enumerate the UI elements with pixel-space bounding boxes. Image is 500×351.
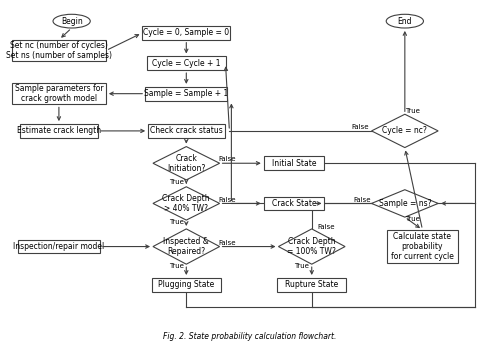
Text: Crack Depth
> 40% TW?: Crack Depth > 40% TW? xyxy=(162,194,210,213)
FancyBboxPatch shape xyxy=(147,57,226,70)
Text: Check crack status: Check crack status xyxy=(150,126,222,135)
FancyBboxPatch shape xyxy=(12,83,106,105)
Ellipse shape xyxy=(386,14,424,28)
Text: Begin: Begin xyxy=(61,16,82,26)
Polygon shape xyxy=(153,229,220,264)
Ellipse shape xyxy=(53,14,90,28)
Text: True: True xyxy=(169,179,184,185)
Text: Sample parameters for
crack growth model: Sample parameters for crack growth model xyxy=(14,84,103,104)
Polygon shape xyxy=(278,229,345,264)
FancyBboxPatch shape xyxy=(12,40,106,61)
Text: Estimate crack length: Estimate crack length xyxy=(17,126,101,135)
FancyBboxPatch shape xyxy=(142,26,231,40)
Text: End: End xyxy=(398,16,412,26)
Text: Inspected &
Repaired?: Inspected & Repaired? xyxy=(164,237,209,256)
FancyBboxPatch shape xyxy=(264,157,324,170)
Text: Crack Depth
= 100% TW?: Crack Depth = 100% TW? xyxy=(288,237,336,256)
Text: Cycle = 0, Sample = 0: Cycle = 0, Sample = 0 xyxy=(143,28,230,38)
Text: True: True xyxy=(405,108,420,114)
Text: Calculate state
probability
for current cycle: Calculate state probability for current … xyxy=(391,232,454,261)
Text: True: True xyxy=(405,216,420,222)
Text: True: True xyxy=(294,263,310,269)
Text: Crack State: Crack State xyxy=(272,199,316,208)
Text: True: True xyxy=(169,219,184,225)
Text: False: False xyxy=(218,156,236,162)
FancyBboxPatch shape xyxy=(152,278,220,292)
Text: False: False xyxy=(318,224,335,230)
Text: Initial State: Initial State xyxy=(272,159,316,168)
Text: False: False xyxy=(353,197,370,203)
Polygon shape xyxy=(153,147,220,180)
Text: Inspection/repair model: Inspection/repair model xyxy=(14,242,104,251)
FancyBboxPatch shape xyxy=(148,124,224,138)
Text: True: True xyxy=(169,263,184,269)
Text: Sample = ns?: Sample = ns? xyxy=(378,199,431,208)
Text: False: False xyxy=(218,240,236,246)
Text: False: False xyxy=(218,197,236,203)
Text: Rupture State: Rupture State xyxy=(285,280,339,289)
Text: Cycle = Cycle + 1: Cycle = Cycle + 1 xyxy=(152,59,220,68)
Text: Crack
Initiation?: Crack Initiation? xyxy=(167,153,205,173)
FancyBboxPatch shape xyxy=(18,240,100,253)
Text: Fig. 2. State probability calculation flowchart.: Fig. 2. State probability calculation fl… xyxy=(164,332,336,341)
Polygon shape xyxy=(153,187,220,220)
FancyBboxPatch shape xyxy=(278,278,346,292)
Polygon shape xyxy=(372,190,438,217)
Polygon shape xyxy=(372,114,438,147)
Text: Set nc (number of cycles)
Set ns (number of samples): Set nc (number of cycles) Set ns (number… xyxy=(6,41,112,60)
Text: Cycle = nc?: Cycle = nc? xyxy=(382,126,428,135)
FancyBboxPatch shape xyxy=(387,230,458,263)
Text: False: False xyxy=(351,124,368,130)
FancyBboxPatch shape xyxy=(145,87,228,100)
Text: Plugging State: Plugging State xyxy=(158,280,214,289)
FancyBboxPatch shape xyxy=(264,197,324,210)
Text: Sample = Sample + 1: Sample = Sample + 1 xyxy=(144,89,228,98)
FancyBboxPatch shape xyxy=(20,124,98,138)
